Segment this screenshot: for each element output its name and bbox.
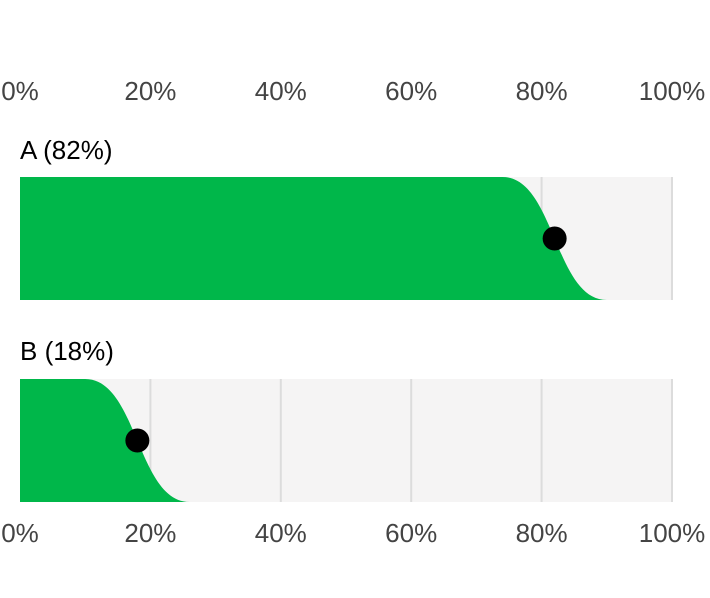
bar [20, 379, 190, 502]
value-marker [125, 428, 150, 453]
x-tick-label: 100% [639, 518, 706, 548]
x-tick-label: 40% [255, 76, 307, 106]
x-tick-label: 100% [639, 76, 706, 106]
x-tick-label: 80% [516, 518, 568, 548]
bar [20, 177, 607, 300]
x-tick-label: 40% [255, 518, 307, 548]
x-tick-label: 80% [516, 76, 568, 106]
x-tick-label: 0% [1, 76, 39, 106]
value-marker [542, 226, 567, 251]
x-tick-label: 20% [124, 76, 176, 106]
x-tick-label: 20% [124, 518, 176, 548]
x-tick-label: 60% [385, 518, 437, 548]
x-tick-label: 0% [1, 518, 39, 548]
x-tick-label: 60% [385, 76, 437, 106]
category-label: B (18%) [20, 336, 114, 366]
category-label: A (82%) [20, 135, 113, 165]
